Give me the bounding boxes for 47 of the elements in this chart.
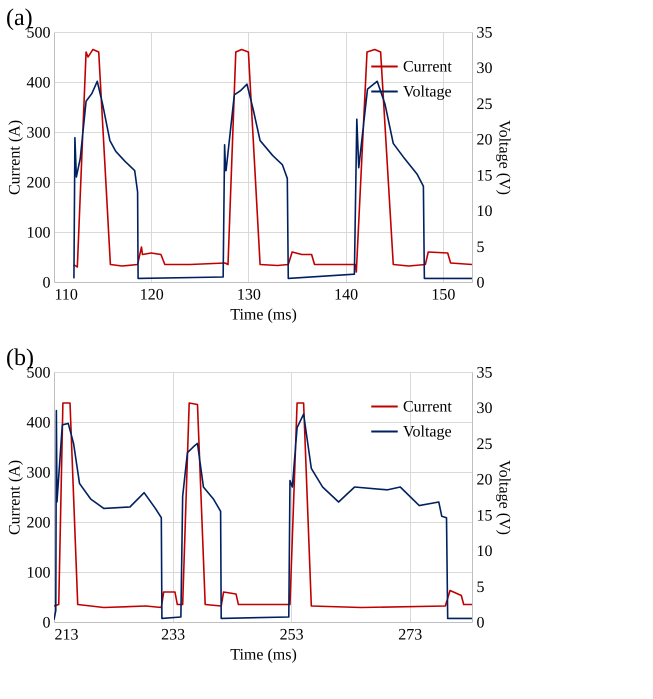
y2-tick-label: 20 xyxy=(476,472,492,489)
y2-tick-label: 15 xyxy=(476,507,492,524)
y-tick-label: 200 xyxy=(26,514,50,532)
y2-tick-label: 5 xyxy=(476,578,484,596)
y2-tick-label: 25 xyxy=(476,96,492,113)
y-tick-label: 0 xyxy=(42,614,50,632)
y-tick-label: 400 xyxy=(26,414,50,432)
y2-tick-label: 10 xyxy=(476,203,492,220)
y2-tick-label: 0 xyxy=(476,274,484,292)
y2-tick-label: 30 xyxy=(476,60,492,78)
y2-tick-label: 10 xyxy=(476,543,492,560)
legend-label: Current xyxy=(403,58,452,76)
y-tick-label: 200 xyxy=(26,174,50,192)
y2-tick-label: 35 xyxy=(476,24,492,42)
y2-axis-title: Voltage (V) xyxy=(496,460,512,535)
x-tick-label: 150 xyxy=(431,286,456,304)
y2-tick-label: 30 xyxy=(476,400,492,418)
legend-label: Current xyxy=(403,398,452,416)
x-axis-title: Time (ms) xyxy=(230,646,297,664)
x-tick-label: 120 xyxy=(140,286,164,304)
y-tick-label: 0 xyxy=(42,274,50,292)
y2-axis-title: Voltage (V) xyxy=(496,120,512,195)
y2-tick-label: 0 xyxy=(476,614,484,632)
x-tick-label: 253 xyxy=(280,626,304,644)
legend-label: Voltage xyxy=(403,84,452,100)
line-series xyxy=(73,80,472,280)
y2-tick-label: 5 xyxy=(476,238,484,256)
y-axis-title: Current (A) xyxy=(6,460,24,536)
x-tick-label: 110 xyxy=(54,286,78,304)
x-tick-label: 233 xyxy=(161,626,186,644)
y2-tick-label: 25 xyxy=(476,436,492,453)
y2-tick-label: 20 xyxy=(476,132,492,149)
y-tick-label: 300 xyxy=(26,464,50,482)
line-series xyxy=(72,48,472,273)
x-tick-label: 273 xyxy=(398,626,422,644)
legend-label: Voltage xyxy=(403,424,452,440)
x-axis-title: Time (ms) xyxy=(230,306,297,324)
y-tick-label: 100 xyxy=(26,564,50,582)
y-axis-title: Current (A) xyxy=(6,120,24,196)
x-tick-label: 213 xyxy=(54,626,78,644)
x-tick-label: 140 xyxy=(334,286,358,304)
y2-tick-label: 35 xyxy=(476,364,492,382)
y-tick-label: 400 xyxy=(26,74,50,92)
y-tick-label: 300 xyxy=(26,124,50,142)
x-tick-label: 130 xyxy=(236,286,261,304)
y-tick-label: 100 xyxy=(26,224,50,242)
y2-tick-label: 15 xyxy=(476,167,492,184)
